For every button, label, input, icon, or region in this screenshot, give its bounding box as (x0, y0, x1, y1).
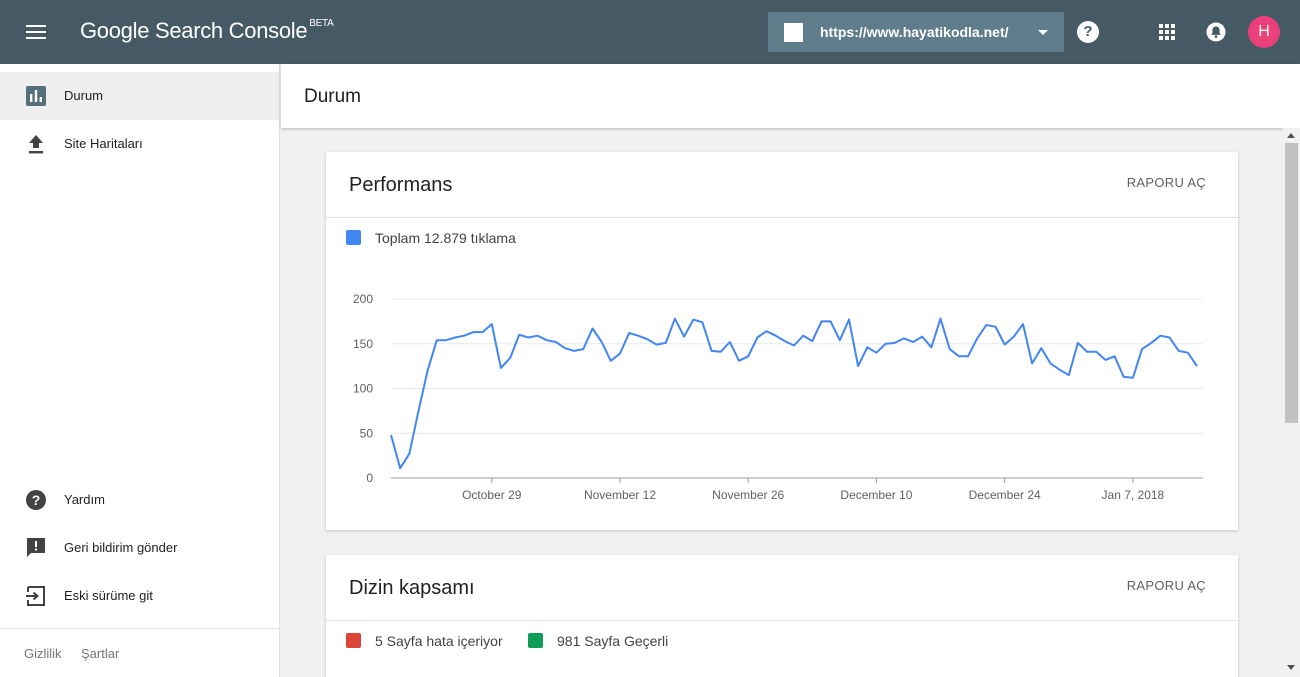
x-tick-label: Jan 7, 2018 (1102, 488, 1165, 502)
y-tick-label: 100 (353, 382, 373, 396)
sidebar-item-yardim[interactable]: ? Yardım (0, 476, 279, 524)
legend-swatch-clicks[interactable] (346, 230, 361, 245)
series-line-clicks (390, 317, 1198, 470)
feedback-icon (27, 538, 45, 557)
property-favicon-icon (784, 23, 803, 42)
menu-icon[interactable] (16, 16, 56, 48)
chart-gridlines (391, 298, 1203, 479)
scrollbar[interactable] (1283, 128, 1300, 677)
apps-grid-icon[interactable] (1159, 24, 1176, 41)
help-icon[interactable]: ? (1077, 21, 1099, 43)
scroll-up-arrow-icon[interactable] (1287, 133, 1295, 138)
scrollbar-thumb[interactable] (1285, 143, 1298, 423)
notifications-bell-icon[interactable] (1206, 21, 1226, 43)
performance-chart: 0 50 100 150 200 October 29 November 12 Novemb… (353, 292, 1203, 502)
open-report-button[interactable]: RAPORU AÇ (1126, 578, 1206, 593)
legend-swatch-errors[interactable] (346, 633, 361, 648)
y-tick-label: 50 (360, 426, 374, 440)
sidebar-item-label: Yardım (64, 492, 105, 507)
account-avatar[interactable]: H (1248, 16, 1280, 48)
coverage-card: Dizin kapsamı RAPORU AÇ 5 Sayfa hata içe… (326, 555, 1238, 677)
x-axis-ticks: October 29 November 12 November 26 December… (462, 478, 1165, 502)
sidebar-item-eski-surum[interactable]: Eski sürüme git (0, 572, 279, 620)
sidebar-item-label: Site Haritaları (64, 136, 143, 151)
product-logo[interactable]: Google Search Console BETA (80, 17, 334, 44)
y-tick-label: 150 (353, 337, 373, 351)
x-tick-label: December 24 (969, 488, 1041, 502)
sidebar-item-site-haritalari[interactable]: Site Haritaları (0, 120, 279, 168)
top-app-bar: Google Search Console BETA https://www.ha… (0, 0, 1300, 64)
legend-label-errors: 5 Sayfa hata içeriyor (375, 633, 503, 649)
legend-label-clicks: Toplam 12.879 tıklama (375, 230, 516, 246)
sidebar-item-durum[interactable]: Durum (0, 72, 279, 120)
sidebar: Durum Site Haritaları ? Yardım Geri bild… (0, 64, 280, 677)
x-tick-label: December 10 (840, 488, 912, 502)
upload-icon (29, 135, 43, 154)
privacy-link[interactable]: Gizlilik (24, 646, 62, 661)
svg-text:?: ? (32, 492, 41, 508)
x-tick-label: October 29 (462, 488, 522, 502)
exit-icon (26, 586, 45, 606)
sidebar-item-label: Geri bildirim gönder (64, 540, 178, 555)
y-axis-ticks: 0 50 100 150 200 (353, 292, 373, 485)
y-tick-label: 200 (353, 292, 373, 306)
sidebar-item-label: Durum (64, 88, 104, 103)
property-url: https://www.hayatikodla.net/ (820, 24, 1009, 40)
card-title: Performans (349, 174, 453, 196)
scroll-down-arrow-icon[interactable] (1287, 665, 1295, 670)
y-tick-label: 0 (366, 471, 373, 485)
beta-badge: BETA (309, 17, 334, 29)
terms-link[interactable]: Şartlar (81, 646, 120, 661)
card-divider (326, 620, 1238, 621)
help-circle-icon: ? (26, 490, 46, 510)
legend-label-valid: 981 Sayfa Geçerli (557, 633, 669, 649)
sidebar-item-label: Eski sürüme git (64, 588, 153, 603)
card-divider (326, 217, 1238, 218)
performance-card: Performans RAPORU AÇ Toplam 12.879 tıkla… (326, 152, 1238, 530)
page-title: Durum (304, 86, 362, 107)
card-title: Dizin kapsamı (349, 577, 475, 599)
x-tick-label: November 26 (712, 488, 784, 502)
bar-chart-icon (26, 86, 46, 106)
sidebar-divider (0, 628, 279, 629)
property-selector[interactable]: https://www.hayatikodla.net/ (768, 12, 1064, 52)
page-header: Durum (281, 64, 1300, 128)
sidebar-item-geri-bildirim[interactable]: Geri bildirim gönder (0, 524, 279, 572)
legend-swatch-valid[interactable] (528, 633, 543, 648)
brand-name: Google Search Console (80, 18, 308, 43)
x-tick-label: November 12 (584, 488, 656, 502)
open-report-button[interactable]: RAPORU AÇ (1126, 175, 1206, 190)
dropdown-caret-icon (1038, 30, 1048, 35)
